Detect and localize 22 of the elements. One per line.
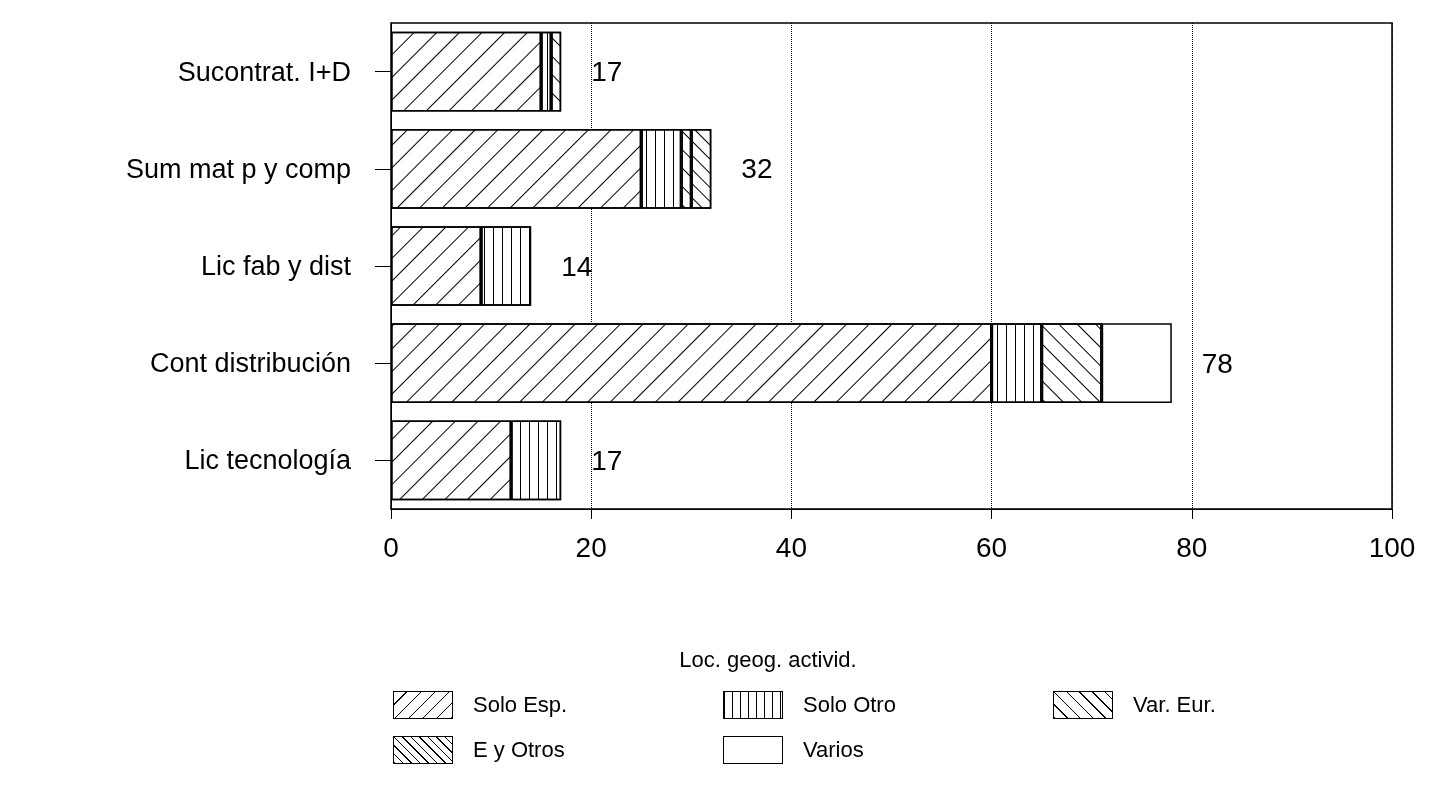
y-tick-label: Lic fab y dist	[200, 251, 352, 281]
y-tick-label: Sucontrat. I+D	[177, 56, 351, 87]
y-tick-label: Lic tecnología	[184, 445, 352, 476]
legend-label: Varios	[803, 737, 864, 763]
total-label: 32	[741, 153, 773, 185]
legend-label: Solo Esp.	[473, 692, 568, 718]
x-tick-label: 0	[383, 531, 399, 563]
legend-title: Loc. geog. activid.	[679, 646, 857, 672]
x-tick-label: 20	[575, 531, 607, 563]
total-label: 17	[591, 56, 623, 88]
x-tick-label: 40	[775, 531, 807, 563]
total-label: 78	[1201, 347, 1233, 379]
y-tick-label: Sum mat p y comp	[125, 153, 351, 184]
x-tick-label: 60	[976, 531, 1008, 563]
total-label: 14	[561, 250, 593, 282]
legend-label: Solo Otro	[803, 692, 896, 718]
x-tick-label: 80	[1176, 531, 1208, 563]
total-label: 17	[591, 444, 623, 476]
legend-label: E y Otros	[473, 737, 565, 763]
x-tick-label: 100	[1368, 531, 1416, 563]
legend-label: Var. Eur.	[1133, 692, 1216, 718]
y-tick-label: Cont distribución	[149, 348, 351, 379]
